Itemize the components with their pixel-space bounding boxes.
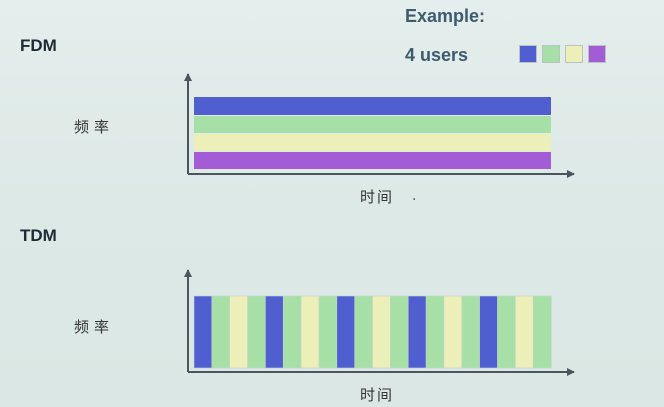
tdm-slot xyxy=(514,295,534,369)
tdm-slot xyxy=(300,295,320,369)
tdm-slot xyxy=(407,295,427,369)
legend-swatch-user-4 xyxy=(588,45,606,63)
tdm-heading: TDM xyxy=(20,226,57,245)
tdm-slot xyxy=(443,295,463,369)
tdm-axes xyxy=(184,269,575,376)
tdm-slot xyxy=(497,295,516,369)
tdm-frequency-label: 频率 xyxy=(74,318,115,336)
legend-swatch-user-1 xyxy=(519,45,537,63)
example-title: Example: xyxy=(405,6,486,26)
tdm-time-label: 时间 xyxy=(360,386,395,404)
tdm-slot xyxy=(425,295,445,369)
fdm-band-user-3 xyxy=(194,134,551,151)
tdm-slot xyxy=(247,295,267,369)
tdm-slot xyxy=(193,295,213,369)
fdm-frequency-label: 频率 xyxy=(74,118,115,136)
user-legend xyxy=(519,45,606,63)
tdm-slots xyxy=(193,295,552,369)
example-users-label: 4 users xyxy=(405,45,469,65)
tdm-slot xyxy=(354,295,374,369)
fdm-band-user-4 xyxy=(194,152,551,169)
legend-swatch-user-2 xyxy=(542,45,560,63)
tdm-slot xyxy=(372,295,391,369)
stray-mark: . xyxy=(412,188,417,204)
tdm-slot xyxy=(265,295,284,369)
fdm-axes xyxy=(184,73,575,178)
fdm-bands xyxy=(194,97,551,169)
tdm-slot xyxy=(211,295,231,369)
fdm-time-label: 时间 xyxy=(360,188,395,206)
fdm-heading: FDM xyxy=(20,36,57,55)
tdm-slot xyxy=(336,295,356,369)
legend-swatch-user-3 xyxy=(565,45,583,63)
tdm-slot xyxy=(229,295,249,369)
tdm-slot xyxy=(318,295,338,369)
tdm-slot xyxy=(461,295,481,369)
fdm-band-user-1 xyxy=(194,97,551,115)
tdm-slot xyxy=(532,295,552,369)
fdm-band-user-2 xyxy=(194,116,551,133)
tdm-slot xyxy=(282,295,302,369)
tdm-slot xyxy=(479,295,499,369)
tdm-slot xyxy=(390,295,409,369)
